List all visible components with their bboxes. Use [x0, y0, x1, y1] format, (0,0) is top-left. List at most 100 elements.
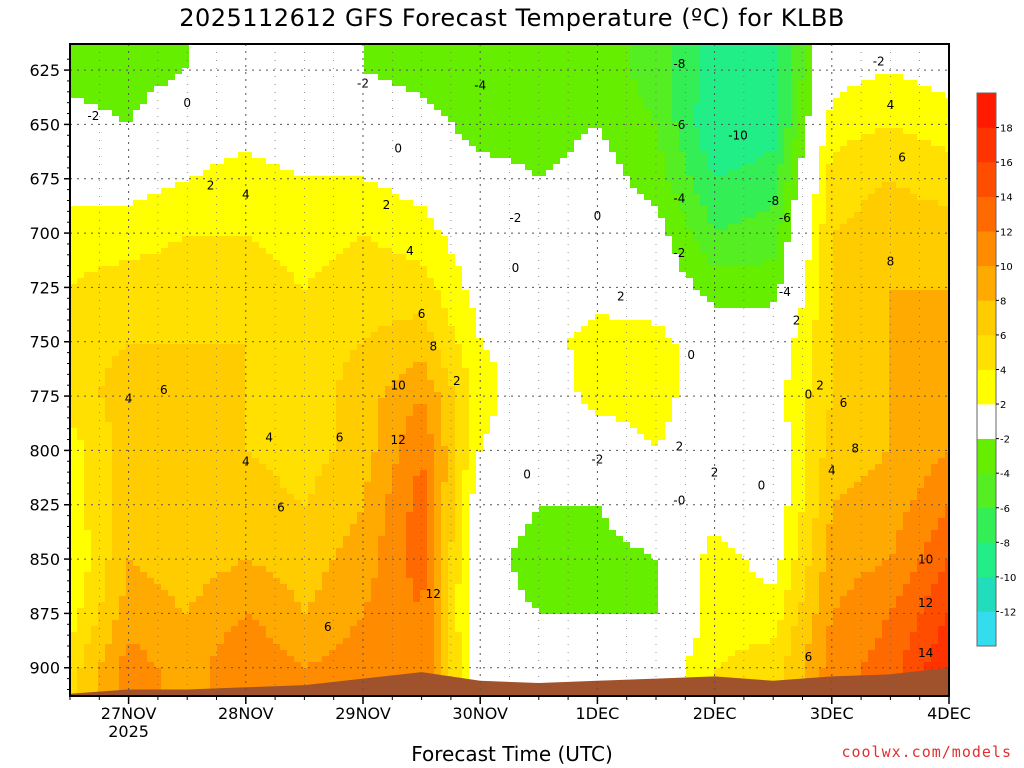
heat-cell — [350, 152, 358, 159]
heat-cell — [133, 446, 141, 453]
heat-cell — [112, 296, 120, 303]
heat-cell — [357, 122, 365, 129]
heat-cell — [245, 626, 253, 633]
heat-cell — [161, 500, 169, 507]
heat-cell — [294, 434, 302, 441]
heat-cell — [133, 206, 141, 213]
heat-cell — [252, 260, 260, 267]
heat-cell — [266, 266, 274, 273]
heat-cell — [385, 470, 393, 477]
heat-cell — [119, 278, 127, 285]
heat-cell — [84, 104, 92, 111]
heat-cell — [140, 476, 148, 483]
heat-cell — [273, 218, 281, 225]
heat-cell — [266, 212, 274, 219]
heat-cell — [301, 260, 309, 267]
heat-cell — [203, 560, 211, 567]
heat-cell — [315, 416, 323, 423]
heat-cell — [245, 380, 253, 387]
heat-cell — [196, 428, 204, 435]
heat-cell — [182, 686, 190, 693]
heat-cell — [154, 626, 162, 633]
heat-cell — [350, 98, 358, 105]
heat-cell — [126, 608, 134, 615]
heat-cell — [70, 302, 78, 309]
heat-cell — [203, 536, 211, 543]
heat-cell — [287, 344, 295, 351]
heat-cell — [343, 284, 351, 291]
heat-cell — [238, 200, 246, 207]
heat-cell — [280, 614, 288, 621]
heat-cell — [154, 104, 162, 111]
heat-cell — [133, 608, 141, 615]
heat-cell — [315, 614, 323, 621]
heat-cell — [322, 308, 330, 315]
heat-cell — [84, 566, 92, 573]
heat-cell — [161, 194, 169, 201]
heat-cell — [315, 350, 323, 357]
heat-cell — [70, 476, 78, 483]
heat-cell — [252, 392, 260, 399]
heat-cell — [294, 278, 302, 285]
heat-cell — [259, 116, 267, 123]
heat-cell — [98, 332, 106, 339]
heat-cell — [245, 368, 253, 375]
heat-cell — [266, 434, 274, 441]
heat-cell — [273, 374, 281, 381]
heat-cell — [140, 50, 148, 57]
heat-cell — [196, 236, 204, 243]
heat-cell — [343, 476, 351, 483]
heat-cell — [231, 524, 239, 531]
heat-cell — [112, 476, 120, 483]
heat-cell — [308, 152, 316, 159]
heat-cell — [175, 122, 183, 129]
heat-cell — [119, 554, 127, 561]
heat-cell — [210, 458, 218, 465]
heat-cell — [315, 308, 323, 315]
heat-cell — [238, 110, 246, 117]
heat-cell — [350, 182, 358, 189]
heat-cell — [70, 110, 78, 117]
heat-cell — [378, 116, 386, 123]
heat-cell — [350, 620, 358, 627]
heat-cell — [287, 512, 295, 519]
heat-cell — [112, 278, 120, 285]
heat-cell — [203, 266, 211, 273]
heat-cell — [329, 284, 337, 291]
heat-cell — [301, 164, 309, 171]
heat-cell — [196, 572, 204, 579]
heat-cell — [70, 152, 78, 159]
heat-cell — [224, 560, 232, 567]
heat-cell — [189, 506, 197, 513]
heat-cell — [280, 416, 288, 423]
heat-cell — [140, 74, 148, 81]
heat-cell — [217, 674, 225, 681]
heat-cell — [70, 680, 78, 687]
heat-cell — [98, 104, 106, 111]
heat-cell — [350, 572, 358, 579]
heat-cell — [350, 242, 358, 249]
heat-cell — [322, 170, 330, 177]
heat-cell — [98, 398, 106, 405]
heat-cell — [224, 530, 232, 537]
heat-cell — [196, 302, 204, 309]
heat-cell — [266, 536, 274, 543]
heat-cell — [357, 140, 365, 147]
heat-cell — [119, 266, 127, 273]
heat-cell — [378, 110, 386, 117]
heat-cell — [259, 524, 267, 531]
heat-cell — [224, 176, 232, 183]
heat-cell — [217, 440, 225, 447]
heat-cell — [378, 380, 386, 387]
heat-cell — [126, 386, 134, 393]
heat-cell — [378, 104, 386, 111]
heat-cell — [371, 554, 379, 561]
heat-cell — [336, 512, 344, 519]
heat-cell — [98, 242, 106, 249]
heat-cell — [161, 632, 169, 639]
heat-cell — [238, 182, 246, 189]
heat-cell — [154, 632, 162, 639]
heat-cell — [217, 416, 225, 423]
heat-cell — [252, 302, 260, 309]
heat-cell — [77, 152, 85, 159]
